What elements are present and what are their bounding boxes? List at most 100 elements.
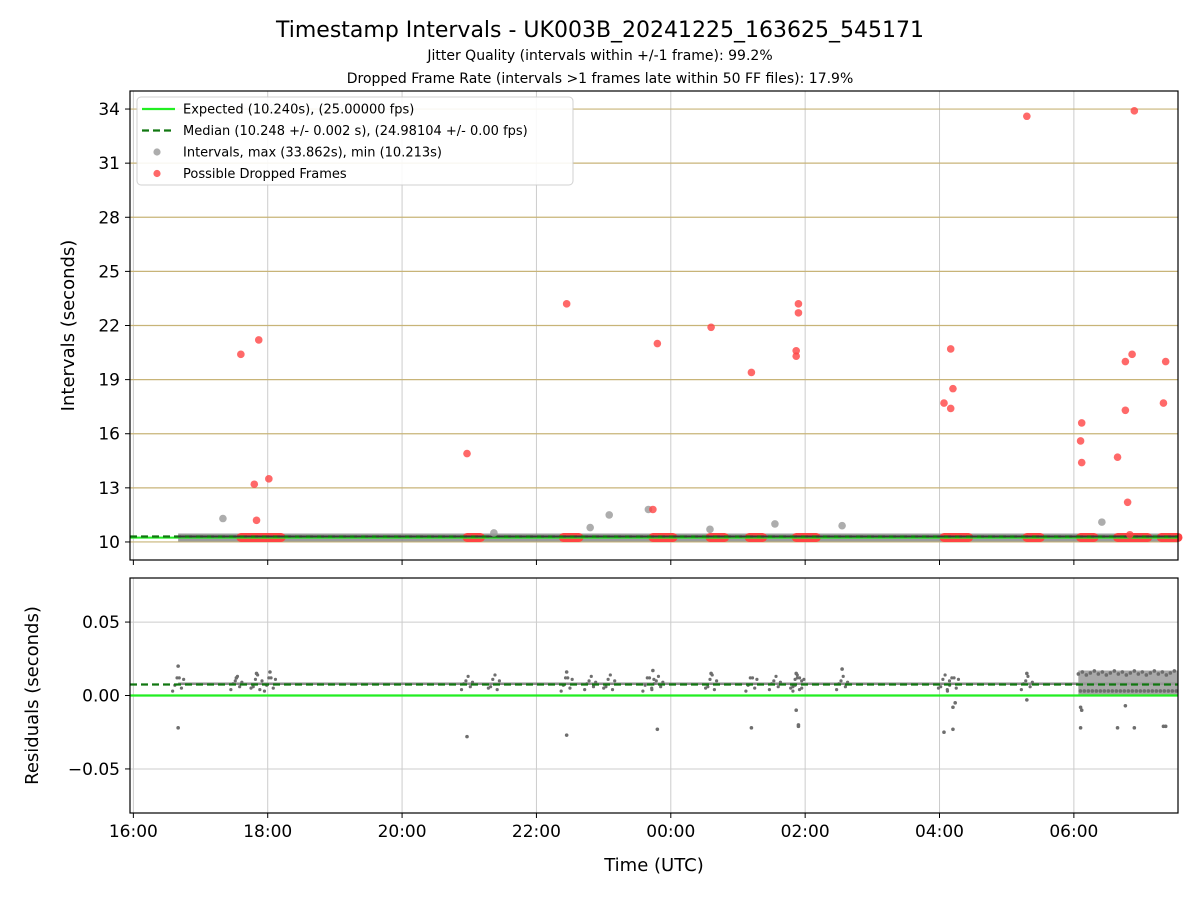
residual-point [753, 686, 757, 690]
residual-point [772, 679, 776, 683]
x-axis-label: Time (UTC) [603, 855, 704, 876]
dropped-frame-point [1161, 357, 1170, 366]
residual-point [1124, 673, 1129, 677]
residual-point [791, 689, 795, 693]
residual-point [1090, 689, 1095, 693]
residual-point [1112, 669, 1117, 673]
residual-point [956, 677, 961, 681]
residual-point [839, 679, 843, 683]
residual-outlier-point [794, 671, 798, 676]
residual-point [767, 688, 772, 692]
residual-point [1086, 689, 1091, 693]
residual-outlier-point [234, 676, 239, 680]
residual-point [1120, 670, 1125, 674]
residual-point [495, 688, 499, 692]
dropped-frame-point [1159, 399, 1168, 407]
residual-outlier-point [1163, 724, 1168, 729]
interval-point [838, 521, 846, 530]
residual-point [748, 676, 752, 680]
residual-point [941, 677, 945, 681]
residual-outlier-point [465, 734, 469, 739]
dropped-frame-point [1023, 112, 1031, 121]
dropped-frame-point [946, 404, 955, 413]
residual-point [1102, 689, 1107, 693]
legend-label: Possible Dropped Frames [183, 167, 347, 182]
interval-point [490, 529, 498, 537]
residual-point [945, 689, 950, 693]
dropped-frame-point [707, 323, 715, 332]
residual-point [238, 685, 242, 689]
dropped-frame-point [1077, 458, 1086, 467]
residual-point [1098, 689, 1103, 693]
residual-outlier-point [1079, 708, 1084, 712]
residual-point [774, 674, 778, 679]
x-tick-label: 20:00 [378, 822, 427, 842]
residual-outlier-point [1115, 726, 1120, 730]
intervals-ytick-label: 34 [98, 100, 120, 120]
residual-point [643, 683, 647, 687]
residual-point [835, 688, 839, 692]
residual-point [269, 676, 273, 680]
residual-point [1154, 689, 1159, 693]
residual-outlier-point [1078, 726, 1083, 730]
dropped-frame-point [1121, 406, 1130, 415]
dropped-frame-point [649, 505, 657, 514]
residual-point [750, 676, 755, 680]
legend-label: Expected (10.240s), (25.00000 fps) [183, 103, 414, 118]
intervals-ytick-label: 13 [98, 479, 120, 499]
residual-point [1094, 689, 1099, 693]
residual-point [647, 676, 652, 680]
residual-point [229, 688, 233, 692]
residual-point [1132, 669, 1137, 673]
residual-point [744, 689, 748, 693]
residual-point [1134, 689, 1139, 693]
residual-point [493, 673, 497, 677]
residual-point [1156, 672, 1161, 676]
residual-point [654, 679, 658, 683]
residual-point [1164, 673, 1169, 677]
residual-point [568, 686, 572, 690]
residual-outlier-point [176, 664, 180, 668]
residual-point [1136, 672, 1141, 676]
residual-point [491, 677, 495, 681]
intervals-ytick-label: 25 [98, 262, 120, 282]
dropped-frame-point [265, 475, 273, 483]
intervals-ytick-label: 22 [98, 317, 120, 337]
residual-point [641, 689, 645, 693]
residual-point [795, 676, 799, 680]
x-tick-label: 04:00 [915, 822, 964, 842]
residual-outlier-point [1132, 726, 1137, 730]
x-tick-label: 02:00 [781, 822, 830, 842]
residual-point [1144, 673, 1149, 677]
intervals-ytick-label: 16 [98, 425, 120, 445]
residual-point [1108, 671, 1113, 675]
legend: Expected (10.240s), (25.00000 fps) Median… [136, 96, 574, 186]
residual-outlier-point [268, 670, 272, 674]
x-tick-label: 00:00 [646, 822, 695, 842]
residual-point [273, 677, 278, 681]
residual-outlier-point [1078, 705, 1083, 710]
residual-point [267, 676, 271, 680]
dropped-frame-point [1121, 357, 1130, 366]
residual-outlier-point [1123, 703, 1128, 708]
residual-point [470, 680, 475, 684]
residual-point [1148, 671, 1153, 675]
dropped-frame-point [940, 399, 948, 407]
dropped-frame-point [946, 345, 955, 353]
residual-point [1080, 670, 1085, 674]
legend-swatch-dropped [153, 169, 161, 178]
intervals-ytick-label: 28 [98, 208, 120, 228]
dropped-frame-point [562, 300, 571, 308]
residual-point [708, 677, 712, 681]
residual-point [1174, 689, 1179, 693]
residual-point [466, 674, 470, 679]
residual-point [950, 676, 954, 680]
residual-point [468, 685, 472, 689]
dropped-frame-point [1113, 453, 1122, 461]
legend-swatch-intervals [153, 148, 161, 156]
residual-point [1162, 689, 1167, 693]
residual-point [260, 679, 264, 683]
residual-point [1092, 669, 1097, 673]
intervals-ytick-label: 19 [98, 371, 120, 391]
residual-point [841, 674, 845, 679]
